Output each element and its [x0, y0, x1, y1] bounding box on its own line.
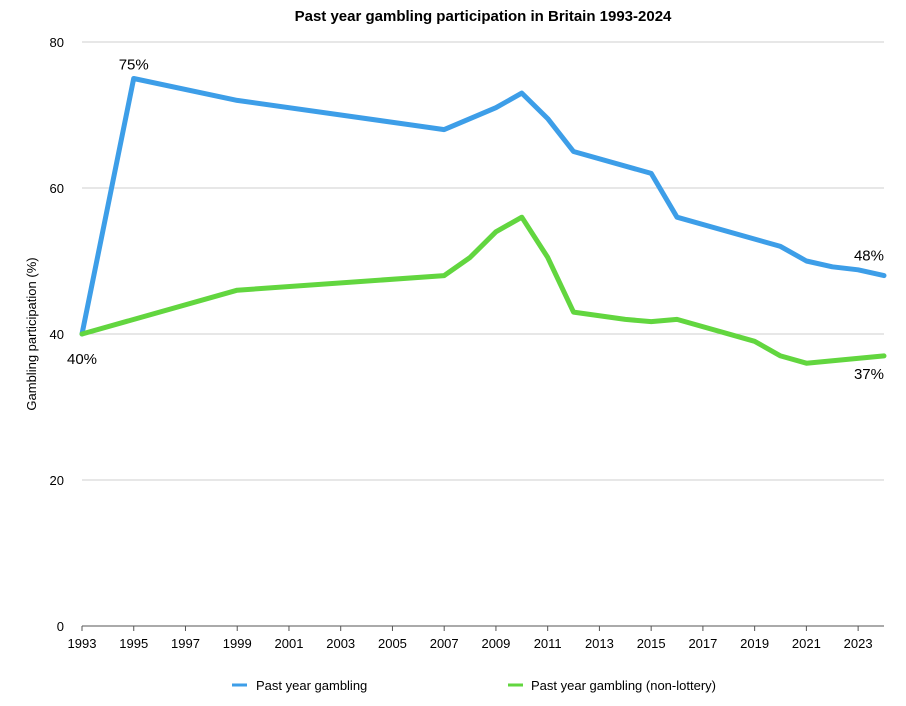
gridlines [82, 41, 884, 627]
y-tick-label: 20 [50, 473, 64, 488]
y-tick-label: 0 [57, 619, 64, 634]
x-tick-label: 1997 [171, 636, 200, 651]
x-tick-label: 2007 [430, 636, 459, 651]
x-tick-label: 2013 [585, 636, 614, 651]
x-tick-label: 2023 [844, 636, 873, 651]
series-line-1 [79, 214, 887, 366]
y-axis-ticks: 0 20 40 60 80 [50, 35, 64, 634]
x-tick-label: 2019 [740, 636, 769, 651]
data-label: 40% [67, 351, 97, 368]
y-tick-label: 60 [50, 181, 64, 196]
x-tick-label: 2015 [637, 636, 666, 651]
legend-label-past-year-gambling: Past year gambling [256, 678, 367, 693]
series-lines [79, 76, 887, 366]
data-labels: 40% 75% 48% 37% [67, 57, 884, 383]
chart-title: Past year gambling participation in Brit… [295, 8, 672, 25]
data-label: 48% [854, 248, 884, 265]
x-tick-label: 2001 [275, 636, 304, 651]
x-tick-label: 1993 [68, 636, 97, 651]
x-tick-label: 2009 [481, 636, 510, 651]
y-axis-label: Gambling participation (%) [24, 257, 39, 410]
x-tick-label: 2011 [534, 636, 562, 651]
legend-label-non-lottery: Past year gambling (non-lottery) [531, 678, 716, 693]
x-tick-label: 2017 [688, 636, 717, 651]
x-tick-label: 1999 [223, 636, 252, 651]
x-tick-label: 2003 [326, 636, 355, 651]
data-label: 37% [854, 366, 884, 383]
x-tick-label: 2021 [792, 636, 821, 651]
data-label: 75% [119, 57, 149, 74]
x-tick-label: 2005 [378, 636, 407, 651]
legend: Past year gambling Past year gambling (n… [232, 678, 716, 693]
x-axis-ticks: 1993 1995 1997 1999 2001 2003 2005 2007 2009 2011… [68, 626, 873, 651]
x-tick-label: 1995 [119, 636, 148, 651]
y-tick-label: 40 [50, 327, 64, 342]
y-tick-label: 80 [50, 35, 64, 50]
series-line-0 [79, 76, 887, 337]
